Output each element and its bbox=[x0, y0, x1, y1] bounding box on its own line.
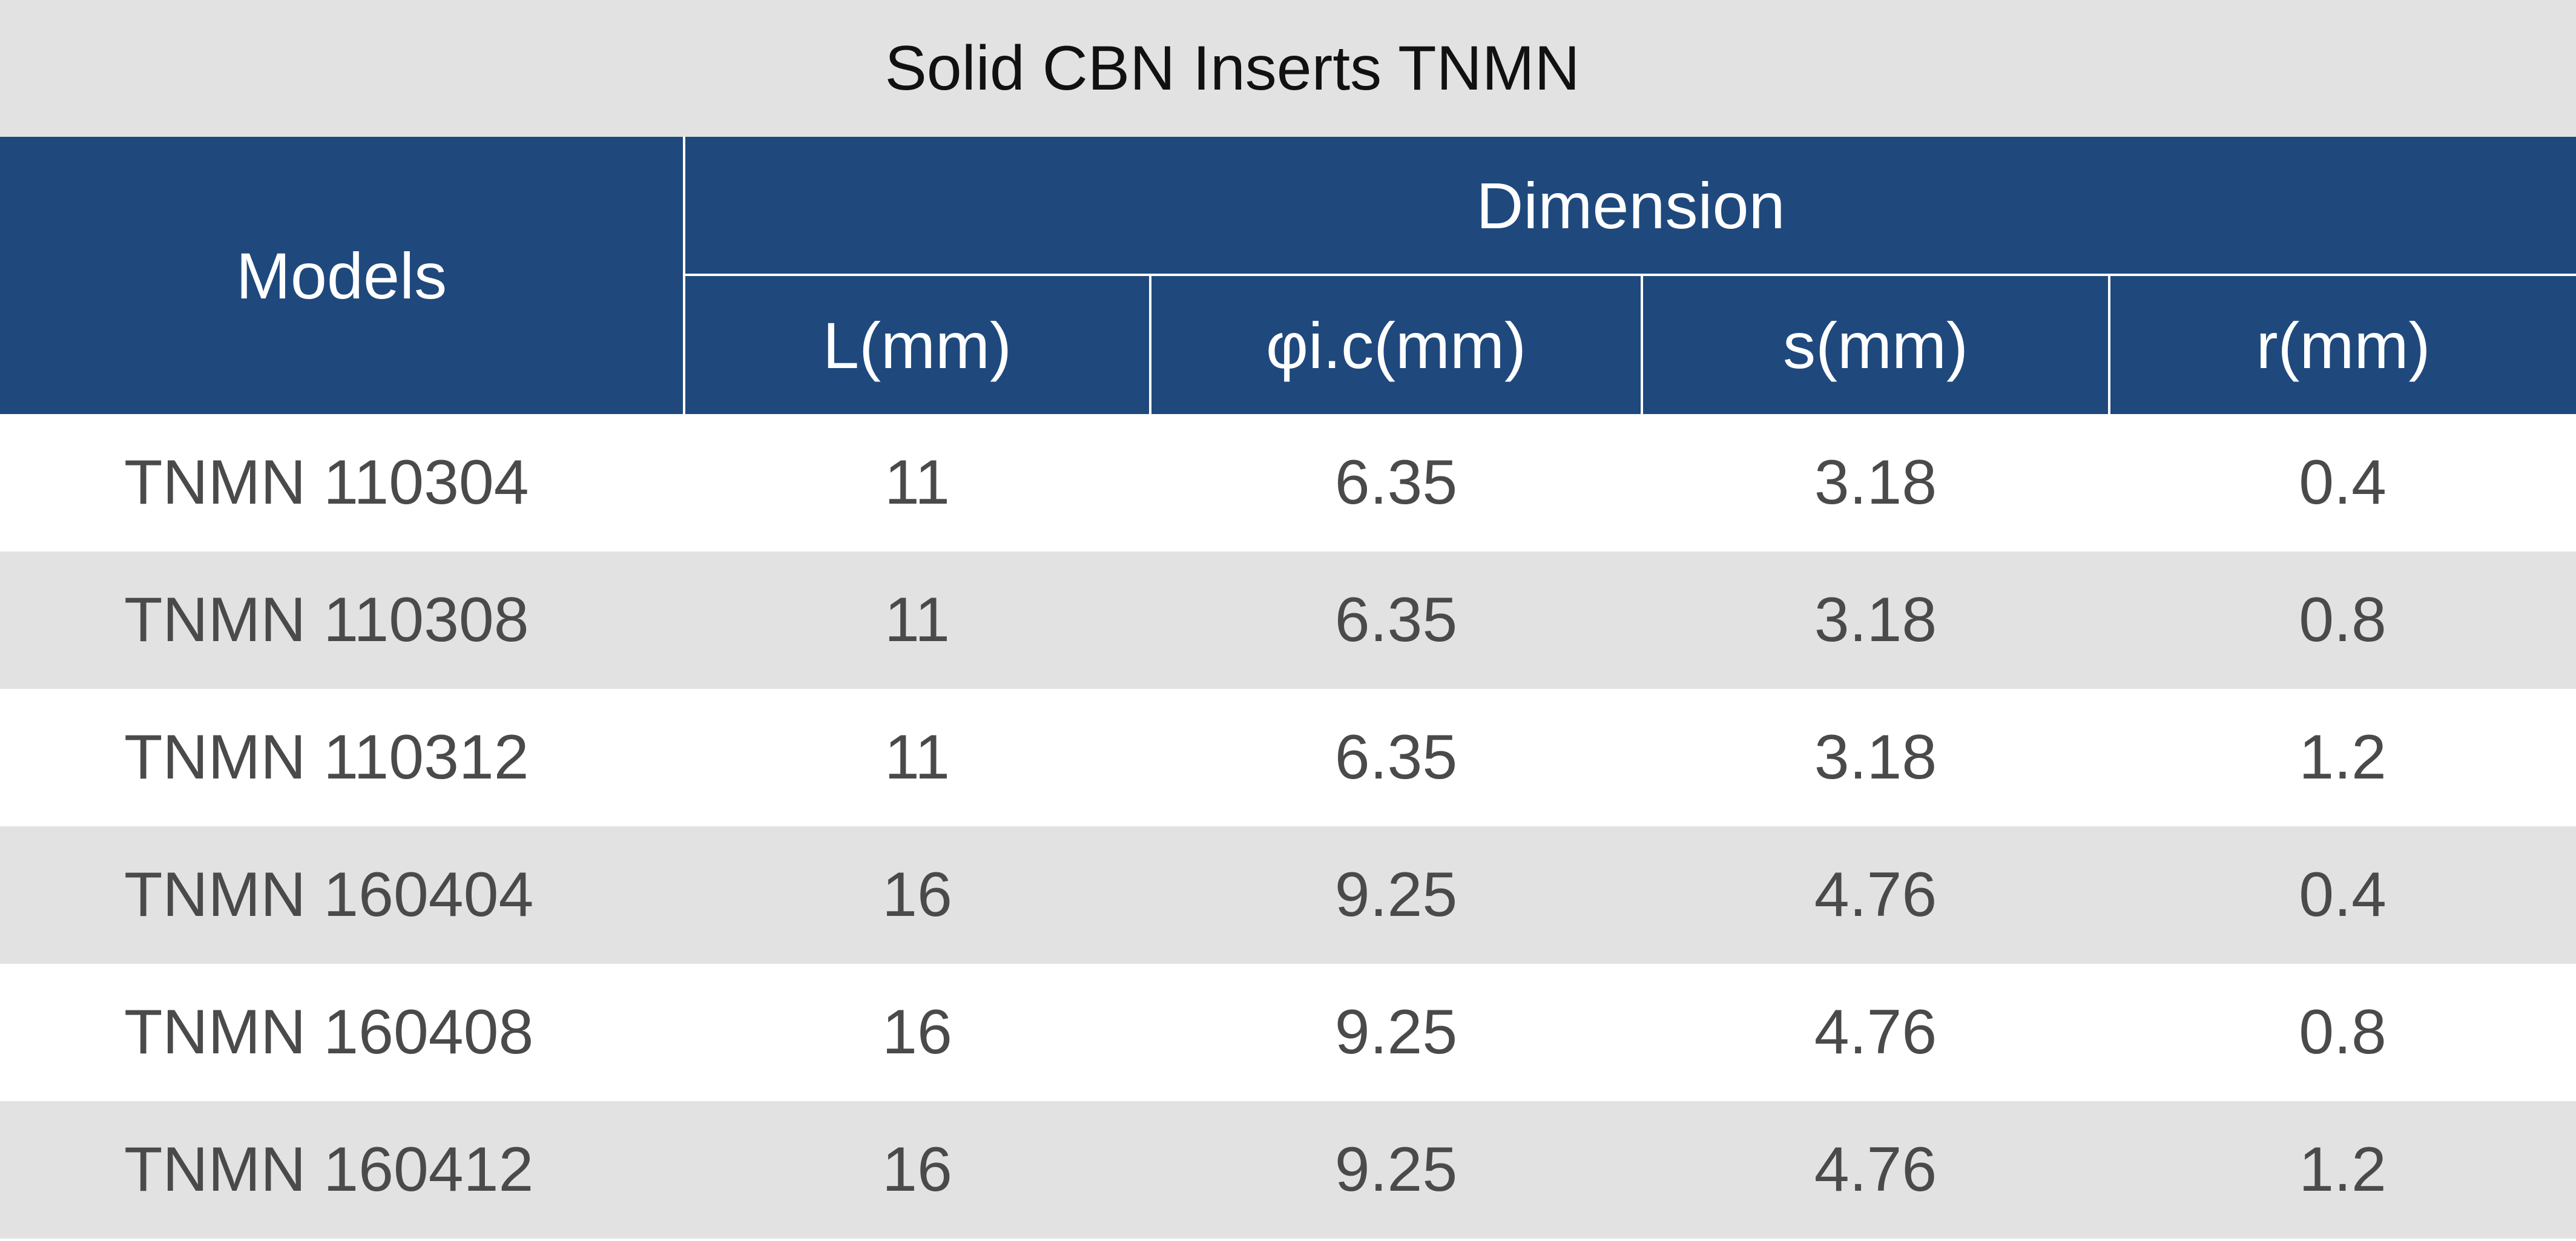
table-title: Solid CBN Inserts TNMN bbox=[884, 33, 1580, 104]
cell-model: TNMN 110304 bbox=[0, 414, 684, 551]
header-models: Models bbox=[0, 137, 685, 414]
cell-r: 1.2 bbox=[2109, 1101, 2576, 1239]
cell-r: 1.2 bbox=[2109, 689, 2576, 826]
cell-ic: 6.35 bbox=[1150, 414, 1642, 551]
cell-model: TNMN 160412 bbox=[0, 1101, 684, 1239]
table-row: TNMN 160404 16 9.25 4.76 0.4 bbox=[0, 826, 2576, 964]
cell-ic: 6.35 bbox=[1150, 551, 1642, 689]
table-row: TNMN 160408 16 9.25 4.76 0.8 bbox=[0, 964, 2576, 1101]
header-dimension: Dimension bbox=[682, 137, 2576, 276]
cell-r: 0.8 bbox=[2109, 964, 2576, 1101]
cell-r: 0.8 bbox=[2109, 551, 2576, 689]
cell-l: 16 bbox=[684, 964, 1150, 1101]
cell-ic: 9.25 bbox=[1150, 964, 1642, 1101]
cell-model: TNMN 110308 bbox=[0, 551, 684, 689]
cell-l: 11 bbox=[684, 551, 1150, 689]
cell-s: 3.18 bbox=[1642, 414, 2109, 551]
table-row: TNMN 110312 11 6.35 3.18 1.2 bbox=[0, 689, 2576, 826]
cell-ic: 9.25 bbox=[1150, 826, 1642, 964]
table-row: TNMN 110304 11 6.35 3.18 0.4 bbox=[0, 414, 2576, 551]
cell-ic: 9.25 bbox=[1150, 1101, 1642, 1239]
spec-table: Models Dimension L(mm) φi.c(mm) s(mm) r(… bbox=[0, 137, 2576, 1239]
cell-model: TNMN 160408 bbox=[0, 964, 684, 1101]
cell-l: 16 bbox=[684, 1101, 1150, 1239]
cell-s: 4.76 bbox=[1642, 826, 2109, 964]
cell-model: TNMN 110312 bbox=[0, 689, 684, 826]
header-s: s(mm) bbox=[1641, 275, 2109, 414]
header-r: r(mm) bbox=[2107, 275, 2576, 414]
header-l: L(mm) bbox=[683, 275, 1150, 414]
cell-model: TNMN 160404 bbox=[0, 826, 684, 964]
cell-l: 11 bbox=[684, 414, 1150, 551]
cell-r: 0.4 bbox=[2109, 414, 2576, 551]
cell-r: 0.4 bbox=[2109, 826, 2576, 964]
header-ic: φi.c(mm) bbox=[1149, 275, 1642, 414]
cell-s: 4.76 bbox=[1642, 964, 2109, 1101]
table-row: TNMN 160412 16 9.25 4.76 1.2 bbox=[0, 1101, 2576, 1239]
header-row-group: Models Dimension bbox=[0, 137, 2576, 414]
title-bar: Solid CBN Inserts TNMN bbox=[0, 0, 2576, 137]
header-row-columns: L(mm) φi.c(mm) s(mm) r(mm) bbox=[0, 275, 2576, 414]
cell-l: 16 bbox=[684, 826, 1150, 964]
cell-s: 3.18 bbox=[1642, 551, 2109, 689]
cell-s: 3.18 bbox=[1642, 689, 2109, 826]
cell-ic: 6.35 bbox=[1150, 689, 1642, 826]
cell-s: 4.76 bbox=[1642, 1101, 2109, 1239]
table-row: TNMN 110308 11 6.35 3.18 0.8 bbox=[0, 551, 2576, 689]
cell-l: 11 bbox=[684, 689, 1150, 826]
